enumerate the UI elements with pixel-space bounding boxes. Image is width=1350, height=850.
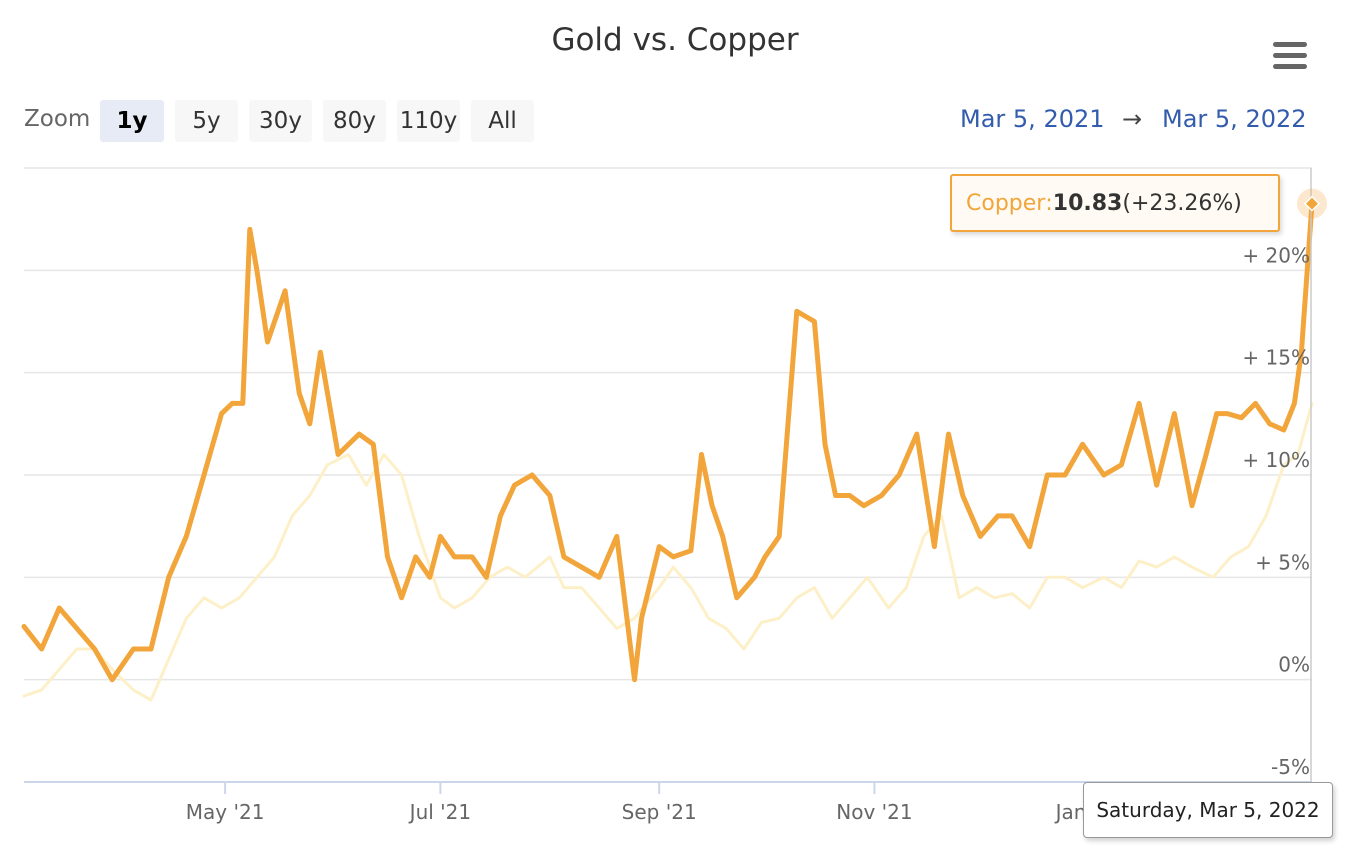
y-axis: -5% 0% + 5% + 10% + 15% + 20% bbox=[1242, 243, 1310, 779]
tooltip-value: 10.83 bbox=[1052, 190, 1123, 216]
zoom-30y-button[interactable]: 30y bbox=[249, 100, 312, 142]
gold-line[interactable] bbox=[22, 401, 1314, 702]
y-tick-label: + 10% bbox=[1242, 448, 1310, 472]
hover-marker bbox=[1297, 168, 1327, 782]
tooltip-separator: : bbox=[1045, 190, 1053, 216]
zoom-1y-button[interactable]: 1y bbox=[100, 100, 164, 142]
range-to-input[interactable]: Mar 5, 2022 bbox=[1162, 105, 1307, 133]
crosshair-date-label: Saturday, Mar 5, 2022 bbox=[1083, 782, 1333, 838]
x-tick-label: May '21 bbox=[186, 800, 265, 824]
x-tick-label: Jul '21 bbox=[408, 800, 471, 824]
zoom-all-button[interactable]: All bbox=[471, 100, 534, 142]
hover-point-marker bbox=[1303, 195, 1321, 212]
zoom-label: Zoom bbox=[24, 106, 91, 132]
y-tick-label: 0% bbox=[1278, 653, 1310, 677]
x-tick-label: Nov '21 bbox=[836, 800, 912, 824]
y-tick-label: + 5% bbox=[1255, 550, 1310, 574]
tooltip-change: (+23.26%) bbox=[1122, 190, 1242, 216]
y-tick-label: -5% bbox=[1271, 755, 1310, 779]
chart-title: Gold vs. Copper bbox=[551, 22, 799, 58]
zoom-80y-button[interactable]: 80y bbox=[323, 100, 386, 142]
gold-series[interactable] bbox=[22, 401, 1314, 702]
hamburger-menu-icon[interactable] bbox=[1268, 38, 1312, 74]
zoom-5y-button[interactable]: 5y bbox=[175, 100, 238, 142]
range-from-input[interactable]: Mar 5, 2021 bbox=[960, 105, 1105, 133]
range-arrow: → bbox=[1122, 105, 1143, 133]
x-tick-label: Sep '21 bbox=[622, 800, 697, 824]
series-tooltip: Copper: 10.83 (+23.26%) bbox=[950, 174, 1280, 232]
y-tick-label: + 15% bbox=[1242, 346, 1310, 370]
copper-line[interactable] bbox=[21, 201, 1315, 683]
tooltip-series-name: Copper bbox=[966, 190, 1046, 216]
zoom-110y-button[interactable]: 110y bbox=[397, 100, 460, 142]
y-tick-label: + 20% bbox=[1242, 243, 1310, 267]
copper-series[interactable] bbox=[21, 201, 1315, 683]
